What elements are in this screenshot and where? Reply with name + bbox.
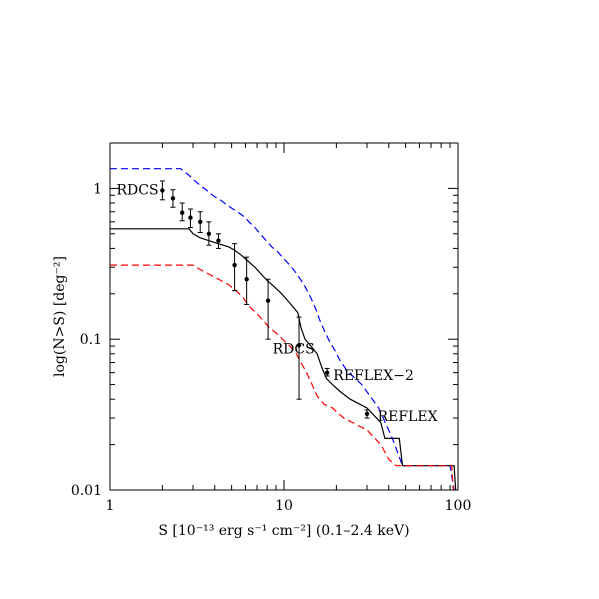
- point-marker: [244, 276, 249, 282]
- point-marker: [296, 343, 302, 348]
- annotation-layer: RDCS RDCS REFLEX−2 REFLEX: [117, 183, 438, 425]
- point-marker: [188, 215, 193, 220]
- series-line-0: [110, 168, 455, 491]
- data-point-7: [232, 243, 238, 292]
- point-marker: [364, 411, 370, 417]
- data-point-3: [187, 208, 193, 229]
- series-layer: [110, 168, 457, 491]
- x-tick-label: 100: [445, 498, 472, 514]
- point-marker: [170, 196, 176, 201]
- error-bar-layer: [159, 180, 370, 419]
- data-point-12: [364, 409, 370, 419]
- y-axis-label: log(N>S) [deg⁻²]: [52, 256, 68, 377]
- data-point-1: [170, 189, 176, 208]
- data-point-8: [244, 256, 250, 305]
- point-marker: [324, 370, 330, 375]
- annotation-label: REFLEX−2: [333, 368, 414, 384]
- data-point-0: [159, 180, 165, 201]
- tick-layer: [109, 142, 459, 491]
- tick-label-layer: 1 10 100 0.01 0.1 1: [71, 181, 472, 514]
- y-tick-label: 0.01: [71, 483, 102, 499]
- series-line-1: [110, 228, 457, 491]
- data-point-10: [296, 316, 302, 400]
- point-marker: [198, 219, 203, 225]
- annotation-label: REFLEX: [378, 409, 438, 425]
- annotation-label: RDCS: [117, 183, 159, 199]
- data-point-2: [179, 202, 185, 222]
- point-marker: [232, 262, 237, 268]
- x-axis-label: S [10⁻¹³ erg s⁻¹ cm⁻²] (0.1–2.4 keV): [158, 523, 409, 539]
- data-point-4: [197, 211, 203, 233]
- data-point-6: [215, 233, 221, 249]
- series-line-2: [110, 264, 454, 491]
- data-point-11: [324, 367, 330, 377]
- x-tick-label: 10: [275, 498, 293, 514]
- annotation-label: RDCS: [273, 341, 315, 357]
- point-marker: [180, 210, 185, 215]
- data-point-9: [265, 278, 271, 340]
- y-tick-label: 1: [93, 181, 102, 197]
- y-tick-label: 0.1: [80, 332, 102, 348]
- point-marker: [160, 188, 165, 193]
- x-tick-label: 1: [106, 498, 115, 514]
- data-point-5: [206, 221, 212, 246]
- point-marker: [265, 298, 271, 303]
- point-marker: [206, 231, 212, 236]
- point-marker: [216, 238, 221, 243]
